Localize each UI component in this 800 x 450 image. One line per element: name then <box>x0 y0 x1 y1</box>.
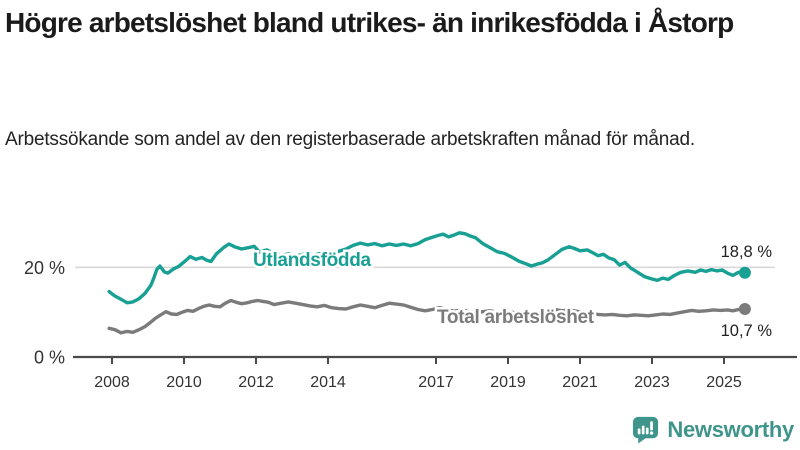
series-line-total-arbetsloshet <box>107 298 747 335</box>
x-tick-label: 2010 <box>166 374 202 391</box>
x-tick-label: 2014 <box>310 374 346 391</box>
x-tick-label: 2008 <box>94 374 130 391</box>
series-end-value-total-arbetsloshet: 10,7 % <box>721 322 773 340</box>
x-tick-label: 2019 <box>490 374 526 391</box>
x-tick-label: 2021 <box>562 374 598 391</box>
series-end-dot-utlandsfodda <box>738 266 751 279</box>
page-title: Högre arbetslöshet bland utrikes- än inr… <box>5 7 734 38</box>
x-tick-label: 2025 <box>706 374 742 391</box>
y-tick-label: 0 % <box>34 348 65 368</box>
newsworthy-logo[interactable]: Newsworthy <box>631 415 794 444</box>
brand-name: Newsworthy <box>667 416 794 442</box>
x-tick-label: 2012 <box>238 374 274 391</box>
y-tick-label: 20 % <box>24 258 65 278</box>
series-line-utlandsfodda <box>107 231 747 305</box>
x-tick-label: 2023 <box>634 374 670 391</box>
bar-chart-speech-bubble-icon <box>631 415 660 444</box>
x-tick-label: 2017 <box>418 374 454 391</box>
series-end-dot-total-arbetsloshet <box>738 303 751 315</box>
series-label-total-arbetsloshet: Total arbetslöshet <box>437 307 595 328</box>
series-end-value-utlandsfodda: 18,8 % <box>721 243 773 261</box>
series-label-utlandsfodda: Utlandsfödda <box>253 250 372 271</box>
chart-subtitle: Arbetssökande som andel av den registerb… <box>5 129 695 150</box>
